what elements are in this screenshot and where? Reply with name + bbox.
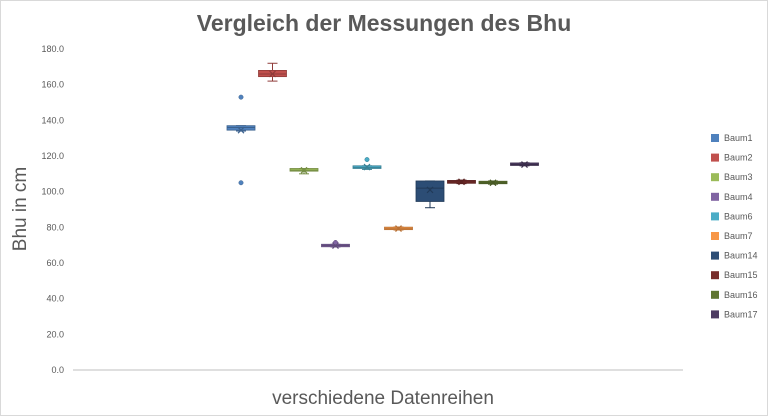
legend-swatch: [711, 310, 719, 319]
y-tick-label: 140.0: [41, 115, 64, 125]
outlier-point: [364, 157, 370, 163]
mean-marker: [426, 186, 434, 194]
legend-label: Baum1: [724, 133, 753, 143]
legend-swatch: [711, 290, 719, 299]
outlier-point: [238, 180, 244, 186]
legend-label: Baum7: [724, 231, 753, 241]
box-baum3: [289, 166, 319, 175]
x-axis-title: verschiedene Datenreihen: [272, 388, 494, 409]
legend-label: Baum6: [724, 211, 753, 221]
y-tick-label: 20.0: [46, 329, 64, 339]
mean-marker: [395, 225, 402, 233]
box-baum1: [226, 94, 256, 186]
y-tick-label: 40.0: [46, 294, 64, 304]
box-iqr: [415, 180, 445, 202]
legend-label: Baum3: [724, 172, 753, 182]
legend-swatch: [711, 232, 719, 240]
legend-label: Baum2: [724, 153, 753, 163]
y-tick-label: 60.0: [46, 258, 64, 268]
y-tick-label: 180.0: [41, 44, 64, 54]
legend-swatch: [711, 134, 719, 142]
y-tick-label: 160.0: [41, 80, 64, 90]
y-axis-title: Bhu in cm: [10, 167, 31, 251]
box-baum15: [447, 178, 476, 186]
box-baum6: [352, 157, 382, 171]
outlier-point: [333, 240, 338, 245]
y-axis-ticks: 0.0 20.0 40.0 60.0 80.0 100.0 120.0 140.0 160.0 1…: [41, 44, 64, 375]
chart-title: Vergleich der Messungen des Bhu: [197, 10, 572, 36]
legend-swatch: [711, 153, 719, 162]
box-baum14: [415, 180, 445, 209]
box-baum7: [384, 225, 413, 233]
box-baum4: [321, 240, 350, 249]
y-tick-label: 80.0: [46, 222, 64, 232]
box-baum2: [258, 62, 287, 82]
y-tick-label: 120.0: [41, 151, 64, 161]
legend-swatch: [711, 212, 719, 221]
mean-marker: [300, 166, 308, 174]
legend-label: Baum17: [724, 309, 758, 319]
mean-marker: [363, 163, 371, 171]
mean-marker: [521, 161, 528, 168]
box-baum17: [510, 161, 539, 168]
legend-swatch: [711, 251, 719, 260]
mean-marker: [458, 178, 465, 186]
mean-marker: [237, 126, 245, 134]
y-tick-label: 0.0: [51, 365, 64, 375]
box-series: [226, 62, 539, 249]
legend-swatch: [711, 173, 719, 182]
box-baum16: [478, 179, 508, 187]
legend-swatch: [711, 192, 719, 201]
legend: Baum1 Baum2 Baum3 Baum4 Baum6 Baum7 Baum14 Baum…: [711, 133, 758, 319]
mean-marker: [269, 70, 276, 78]
legend-label: Baum4: [724, 192, 753, 202]
outlier-point: [238, 94, 244, 100]
y-tick-label: 100.0: [41, 187, 64, 197]
legend-label: Baum16: [724, 290, 758, 300]
mean-marker: [489, 179, 497, 187]
legend-label: Baum14: [724, 251, 758, 261]
legend-swatch: [711, 271, 719, 280]
legend-label: Baum15: [724, 270, 758, 280]
